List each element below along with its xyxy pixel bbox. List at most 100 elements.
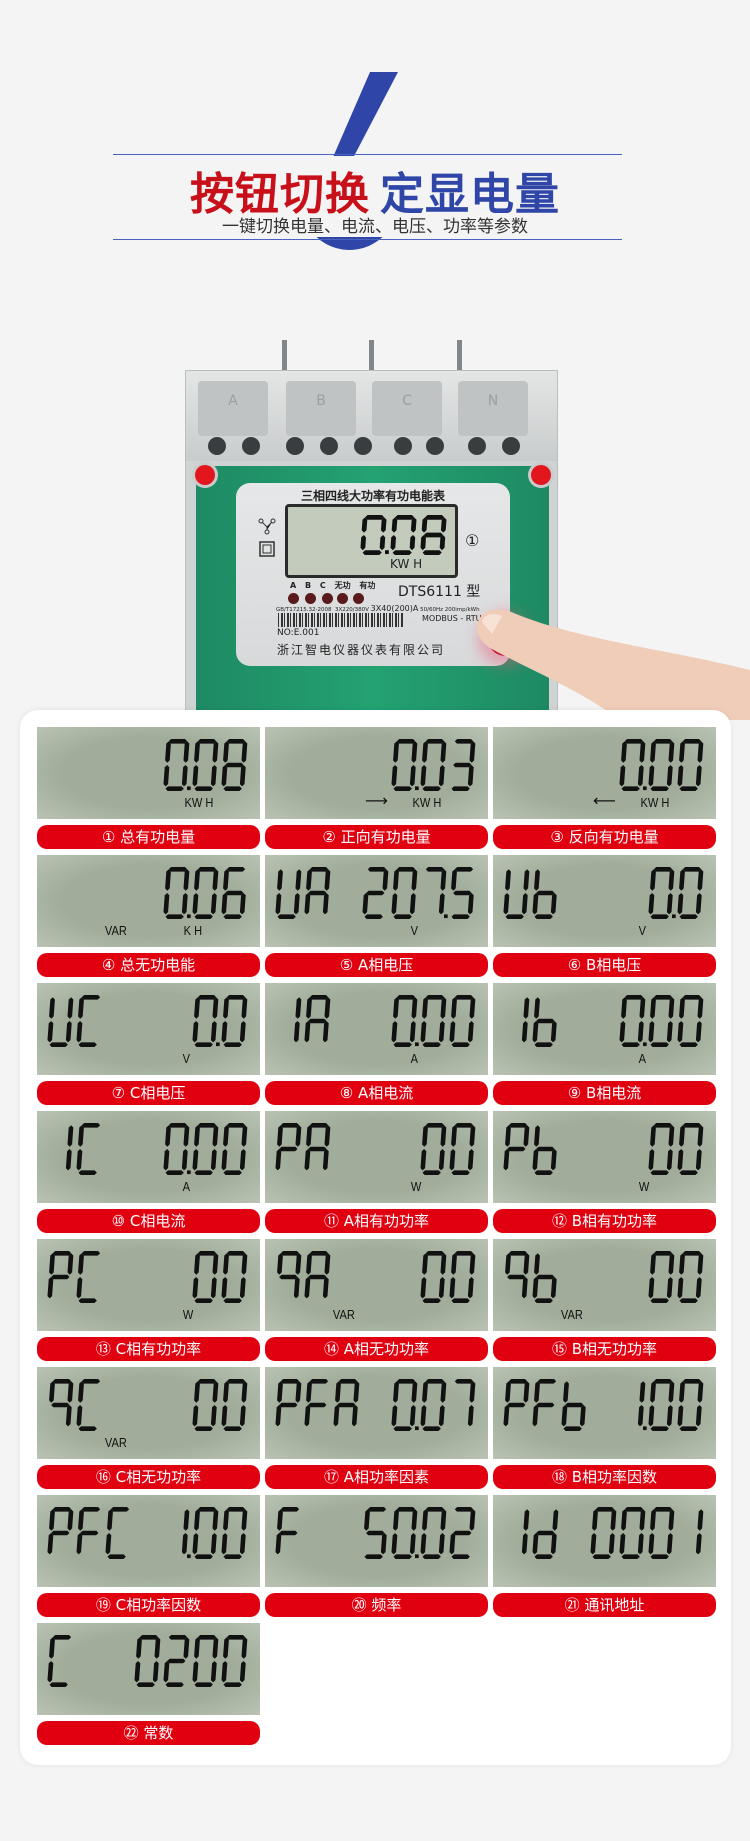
display-modes-panel: KW H ① 总有功电量 ⟶ KW H ② 正向有功电量 ⟵ KW H ③ 反向有功电量 VAR… [20,710,731,1765]
lcd-segment [668,1253,675,1275]
lcd-segment [335,1381,341,1403]
lcd-segment [425,739,445,744]
lcd-segment [532,893,539,915]
lcd-segment [668,997,675,1019]
lcd-segment [679,1125,685,1147]
lcd-segment [362,893,369,915]
lcd-segment [523,1381,530,1403]
lcd-segment [197,1635,217,1640]
lcd-segment [650,1426,669,1431]
model-number: DTS6111 型 [398,584,481,600]
lcd-segment [367,867,387,872]
lcd-segment [503,1149,510,1171]
lcd-segment [304,1277,311,1299]
lcd-segment [275,1405,282,1427]
lcd-segment [277,1125,283,1147]
lcd-segment [440,1509,447,1531]
lcd-segment [697,741,704,763]
lcd-segment [197,1251,217,1256]
lcd-screen: ⟵ KW H [493,727,716,819]
lcd-segment [223,1381,229,1403]
lcd-segment [425,1507,445,1512]
lcd-segment [422,1554,441,1559]
lcd-segment [666,765,673,787]
lcd-segment [469,741,476,763]
lcd-segment [192,1277,199,1299]
lcd-segment [592,1554,611,1559]
lcd-segment [226,1123,246,1128]
lcd-segment [682,1251,702,1256]
lcd-segment [451,914,470,919]
lcd-segment [47,1661,54,1683]
lcd-segment [49,1509,55,1531]
lcd-segment [81,995,101,1000]
lcd-digits [49,1379,248,1431]
lcd-segment [306,1381,312,1403]
lcd-segment [421,517,428,533]
lcd-segment [322,1277,329,1299]
lcd-segment [534,997,540,1019]
lcd-digits [503,1123,704,1175]
lcd-decimal-point [643,1042,647,1047]
lcd-segment [523,869,530,891]
lcd-segment [308,1402,327,1408]
lcd-segment [532,1149,539,1171]
lcd-segment [223,1637,229,1659]
lcd-segment [183,869,190,891]
lcd-digits [163,739,248,791]
lcd-segment [619,1533,626,1555]
lcd-decimal-point [643,786,647,791]
lcd-segment [695,765,702,787]
lcd-segment [295,1381,302,1403]
lcd-segment [425,515,445,520]
mode-label: ⑳ 频率 [265,1593,488,1617]
lcd-segment [503,1405,510,1427]
unit-label: A [182,1179,191,1194]
lcd-segment [197,867,217,872]
seal-screw-icon [531,465,551,485]
lcd-segment [165,786,184,791]
lcd-segment [648,1149,655,1171]
lcd-segment [595,1507,615,1512]
mode-mark: ① [465,531,480,550]
lcd-segment [653,1379,673,1384]
lcd-segment [78,1509,84,1531]
lcd-segment [648,765,655,787]
lcd-segment [422,1381,428,1403]
meter-unit: KW H [390,557,423,571]
lcd-screen [37,1623,260,1715]
lcd-segment [505,1125,511,1147]
lcd-digits [47,995,248,1047]
mode-label: ⑨ B相电流 [493,1081,716,1105]
lcd-segment [454,1251,474,1256]
lcd-segment [181,1533,188,1555]
lcd-segment [225,762,244,768]
lcd-segment [194,1125,200,1147]
lcd-segment [322,1149,329,1171]
title-bottom-rule [113,239,622,240]
lcd-segment [392,550,412,555]
lcd-segment [679,914,698,919]
lcd-segment [391,1405,398,1427]
display-mode-item: A ⑩ C相电流 [37,1111,260,1233]
lcd-segment [279,1274,298,1280]
lcd-segment [621,741,627,763]
lcd-segment [439,535,446,551]
lcd-segment [697,1509,704,1531]
lcd-segment [223,786,242,791]
lcd-segment [295,1125,302,1147]
lcd-segment [393,786,412,791]
lcd-segment [534,1554,553,1559]
lcd-segment [65,1405,72,1427]
lcd-segment [210,765,217,787]
lcd-segment [212,1509,219,1531]
display-mode-item: VAR ⑭ A相无功功率 [265,1239,488,1361]
meter-faceplate: 三相四线大功率有功电能表 KW H ① A B C 无功 有功 DTS6111 … [236,483,522,666]
lcd-screen: A [265,983,488,1075]
lcd-segment [668,1125,675,1147]
lcd-segment [621,786,640,791]
lcd-segment [469,1253,476,1275]
lcd-segment [420,1149,427,1171]
page-title: 按钮切换 定显电量 [150,158,600,222]
lcd-segment [695,1533,702,1555]
